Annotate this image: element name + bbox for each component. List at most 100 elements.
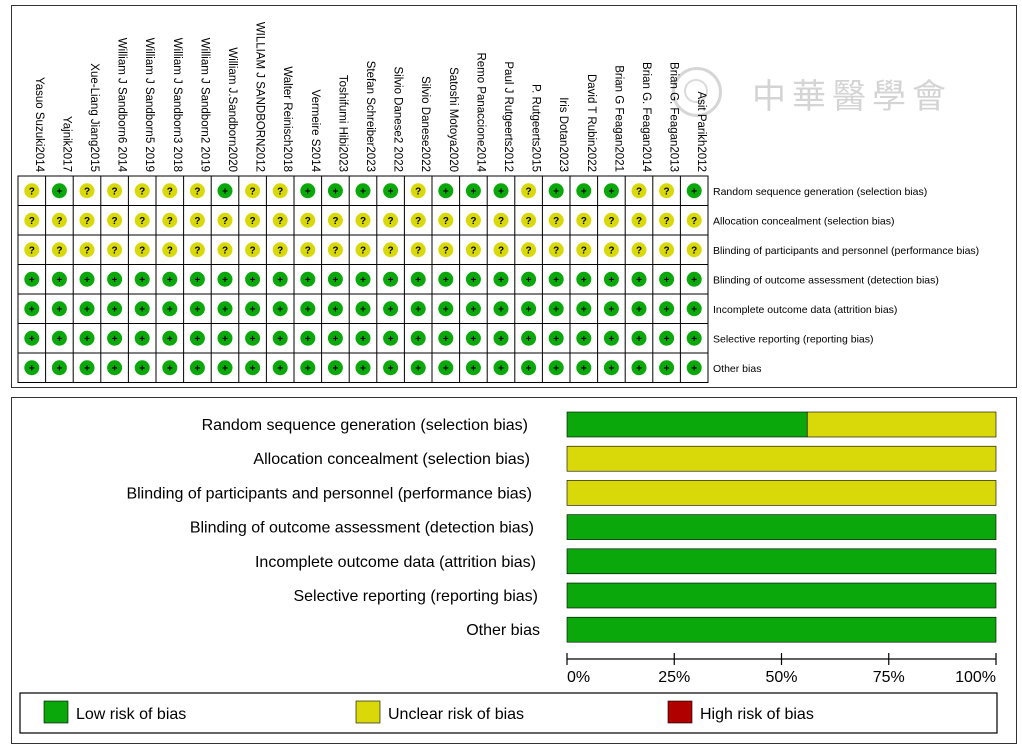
judgement-low-dot xyxy=(24,360,40,376)
judgement-symbol: + xyxy=(498,363,504,374)
judgement-low-dot xyxy=(383,360,399,376)
judgement-symbol: + xyxy=(222,363,228,374)
study-label: Brian G. Feagan2014 xyxy=(640,62,652,173)
study-label: Silvio Danese2 2022 xyxy=(392,67,404,173)
judgement-unclear-dot xyxy=(327,242,343,258)
judgement-low-dot xyxy=(521,301,537,317)
judgement-unclear-dot xyxy=(24,242,40,258)
judgement-symbol: ? xyxy=(415,245,421,256)
judgement-symbol: + xyxy=(250,334,256,345)
judgement-symbol: + xyxy=(112,304,118,315)
judgement-low-dot xyxy=(521,271,537,287)
judgement-symbol: + xyxy=(664,334,670,345)
judgement-symbol: ? xyxy=(636,186,642,197)
judgement-low-dot xyxy=(51,301,67,317)
judgement-low-dot xyxy=(493,301,509,317)
judgement-symbol: + xyxy=(112,334,118,345)
judgement-symbol: + xyxy=(553,304,559,315)
judgement-symbol: + xyxy=(277,363,283,374)
judgement-symbol: + xyxy=(526,363,532,374)
judgement-symbol: ? xyxy=(84,245,90,256)
judgement-symbol: ? xyxy=(222,216,228,227)
judgement-symbol: + xyxy=(608,275,614,286)
judgement-symbol: ? xyxy=(388,216,394,227)
judgement-symbol: + xyxy=(56,334,62,345)
judgement-low-dot xyxy=(493,271,509,287)
judgement-low-dot xyxy=(107,330,123,346)
judgement-symbol: + xyxy=(636,334,642,345)
judgement-symbol: ? xyxy=(250,245,256,256)
study-label: Brian G. Feagan2013 xyxy=(668,62,680,172)
legend-label: Low risk of bias xyxy=(76,706,186,723)
judgement-unclear-dot xyxy=(107,183,123,199)
bar-segment-low xyxy=(566,514,997,540)
judgement-low-dot xyxy=(686,271,702,287)
judgement-symbol: + xyxy=(222,304,228,315)
judgement-low-dot xyxy=(162,330,178,346)
bar-category-label: Incomplete outcome data (attrition bias) xyxy=(255,554,536,571)
judgement-low-dot xyxy=(603,271,619,287)
judgement-low-dot xyxy=(410,301,426,317)
bar-category-label: Blinding of participants and personnel (… xyxy=(126,485,532,502)
domain-label: Allocation concealment (selection bias) xyxy=(713,215,895,227)
judgement-symbol: ? xyxy=(84,186,90,197)
judgement-unclear-dot xyxy=(631,183,647,199)
study-label: Asit Parikh2012 xyxy=(695,91,707,172)
judgement-low-dot xyxy=(272,330,288,346)
judgement-symbol: + xyxy=(470,334,476,345)
judgement-symbol: ? xyxy=(29,245,35,256)
judgement-symbol: + xyxy=(305,275,311,286)
judgement-symbol: + xyxy=(581,304,587,315)
judgement-unclear-dot xyxy=(355,242,371,258)
judgement-symbol: + xyxy=(498,334,504,345)
judgement-symbol: ? xyxy=(139,245,145,256)
judgement-unclear-dot xyxy=(189,242,205,258)
judgement-symbol: + xyxy=(443,186,449,197)
judgement-symbol: + xyxy=(305,304,311,315)
judgement-symbol: + xyxy=(526,334,532,345)
judgement-symbol: + xyxy=(250,275,256,286)
judgement-symbol: + xyxy=(29,334,35,345)
legend-swatch-low xyxy=(43,700,69,724)
study-label: William J Sandborn2 2019 xyxy=(198,38,210,172)
judgement-low-dot xyxy=(107,271,123,287)
judgement-low-dot xyxy=(438,330,454,346)
judgement-symbol: ? xyxy=(112,216,118,227)
x-axis-tick-label: 75% xyxy=(873,669,905,686)
judgement-unclear-dot xyxy=(79,212,95,228)
judgement-low-dot xyxy=(686,301,702,317)
judgement-unclear-dot xyxy=(162,242,178,258)
judgement-low-dot xyxy=(134,360,150,376)
judgement-unclear-dot xyxy=(355,212,371,228)
judgement-symbol: ? xyxy=(664,216,670,227)
judgement-symbol: ? xyxy=(664,245,670,256)
judgement-low-dot xyxy=(327,301,343,317)
judgement-symbol: + xyxy=(388,334,394,345)
judgement-unclear-dot xyxy=(217,212,233,228)
domain-label: Selective reporting (reporting bias) xyxy=(713,333,874,345)
judgement-low-dot xyxy=(327,360,343,376)
judgement-symbol: + xyxy=(498,275,504,286)
judgement-symbol: + xyxy=(332,275,338,286)
judgement-unclear-dot xyxy=(521,242,537,258)
judgement-symbol: + xyxy=(636,304,642,315)
judgement-symbol: ? xyxy=(29,186,35,197)
judgement-unclear-dot xyxy=(659,183,675,199)
judgement-symbol: + xyxy=(277,304,283,315)
judgement-unclear-dot xyxy=(383,242,399,258)
judgement-unclear-dot xyxy=(245,212,261,228)
judgement-low-dot xyxy=(493,183,509,199)
judgement-symbol: + xyxy=(29,275,35,286)
judgement-unclear-dot xyxy=(576,242,592,258)
judgement-symbol: + xyxy=(56,363,62,374)
judgement-symbol: ? xyxy=(277,245,283,256)
judgement-low-dot xyxy=(521,360,537,376)
judgement-symbol: + xyxy=(194,363,200,374)
study-label: Yasuo Suzuki2014 xyxy=(33,77,45,173)
domain-label: Random sequence generation (selection bi… xyxy=(713,186,927,198)
judgement-symbol: + xyxy=(250,304,256,315)
judgement-symbol: ? xyxy=(29,216,35,227)
judgement-unclear-dot xyxy=(272,242,288,258)
judgement-symbol: + xyxy=(415,334,421,345)
